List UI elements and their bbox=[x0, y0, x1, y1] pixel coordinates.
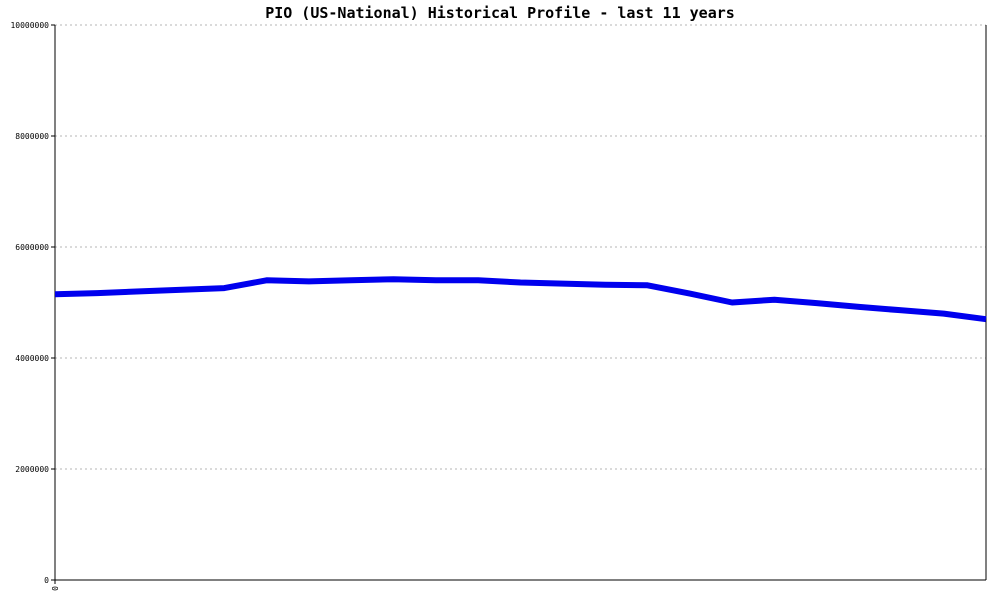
y-tick-label: 6000000 bbox=[15, 243, 49, 252]
series-line bbox=[54, 276, 987, 323]
y-tick-label: 8000000 bbox=[15, 132, 49, 141]
y-tick-label: 2000000 bbox=[15, 465, 49, 474]
y-tick-label: 4000000 bbox=[15, 354, 49, 363]
y-tick-label: 10000000 bbox=[10, 21, 49, 30]
chart-title: PIO (US-National) Historical Profile - l… bbox=[265, 4, 735, 22]
x-tick-label: 0 bbox=[51, 586, 60, 591]
y-tick-label: 0 bbox=[44, 576, 49, 585]
